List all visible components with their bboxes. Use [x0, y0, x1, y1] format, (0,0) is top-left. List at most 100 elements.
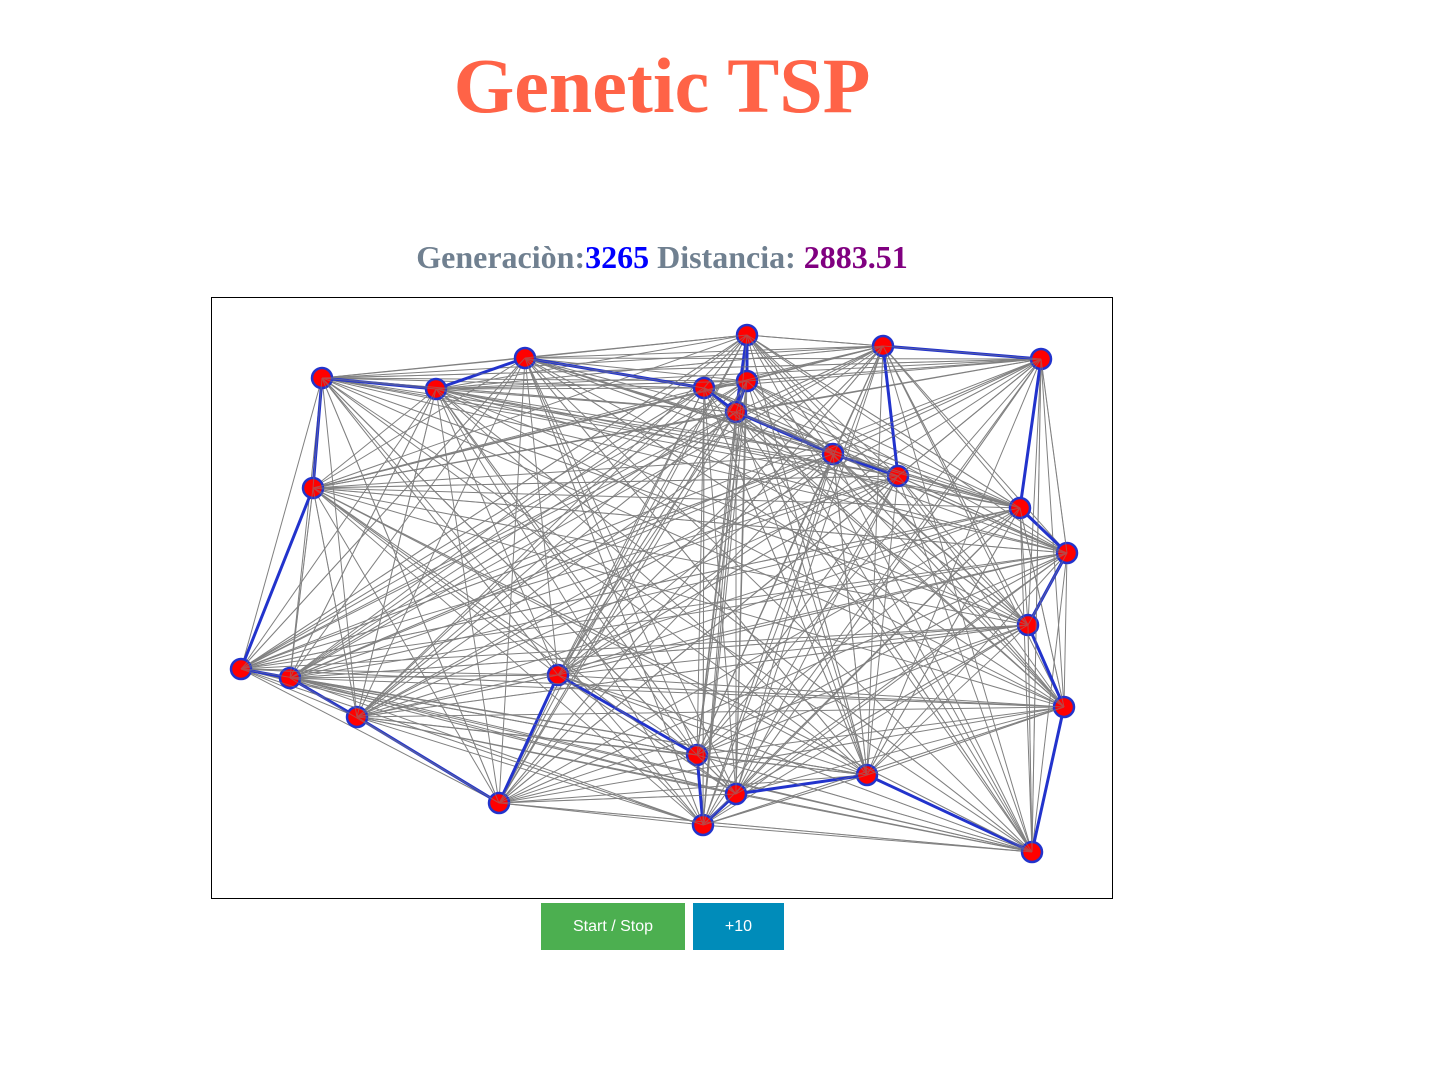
candidate-edge — [356, 380, 748, 718]
candidate-edge — [557, 674, 868, 776]
candidate-edge-overlay — [321, 358, 1042, 379]
candidate-edge-overlay — [832, 453, 1065, 708]
candidate-edge-overlay — [289, 411, 737, 679]
candidate-edge-overlay — [435, 388, 1033, 853]
start-stop-button[interactable]: Start / Stop — [541, 903, 685, 950]
candidate-edge — [312, 487, 1029, 626]
candidate-edge — [735, 793, 1033, 853]
candidate-edge — [289, 387, 705, 679]
candidate-edge-overlay — [498, 793, 737, 804]
candidate-edge — [735, 706, 1065, 795]
candidate-edge-overlay — [897, 358, 1042, 477]
candidate-edge — [696, 507, 1021, 756]
candidate-edge — [735, 411, 1021, 509]
candidate-edge — [356, 706, 1065, 718]
candidate-edge — [557, 674, 704, 826]
candidate-edge-overlay — [557, 674, 737, 795]
tsp-graph — [229, 323, 1079, 864]
candidate-edge — [557, 674, 1065, 708]
candidate-edge-overlay — [240, 668, 868, 776]
candidate-edge — [356, 387, 705, 718]
candidate-edge-overlay — [289, 487, 314, 679]
candidate-edge-overlay — [356, 716, 698, 756]
candidate-edge — [897, 475, 1065, 708]
candidate-edge — [321, 377, 1065, 708]
candidate-edge — [746, 380, 899, 477]
candidate-edge-overlay — [866, 507, 1021, 776]
candidate-edge — [240, 624, 1029, 670]
generation-label: Generaciòn: — [416, 239, 586, 275]
candidate-edge-overlay — [240, 668, 1065, 708]
candidate-edge — [312, 411, 737, 489]
candidate-edge-overlay — [557, 380, 748, 676]
candidate-edge — [289, 677, 1065, 708]
candidate-edge — [696, 624, 1029, 756]
candidate-edge-overlay — [1019, 507, 1065, 708]
candidate-edge — [240, 377, 323, 670]
candidate-edge-overlay — [312, 377, 323, 489]
candidate-edge — [866, 552, 1068, 776]
candidate-edge-overlay — [435, 388, 737, 795]
candidate-edge-overlay — [866, 706, 1065, 776]
candidate-edge — [702, 824, 1033, 853]
candidate-edge-overlay — [746, 334, 1065, 708]
candidate-edge — [312, 388, 437, 489]
candidate-edge — [524, 357, 1033, 853]
candidate-edge-overlay — [240, 334, 748, 670]
cities — [229, 323, 1079, 864]
candidate-edge-overlay — [746, 334, 834, 455]
candidate-edge — [289, 475, 899, 679]
candidate-edge — [289, 380, 748, 679]
candidate-edge-overlay — [356, 388, 437, 718]
candidate-edge-overlay — [524, 357, 1021, 509]
candidate-edge — [356, 716, 704, 826]
candidate-edge-overlay — [312, 380, 748, 489]
candidate-edge — [321, 377, 358, 718]
candidate-edge-overlay — [1040, 358, 1068, 554]
candidate-edge — [746, 380, 1033, 853]
candidate-edge — [882, 345, 1065, 708]
candidate-edge-overlay — [356, 624, 1029, 718]
candidate-edge-overlay — [882, 345, 1029, 626]
candidate-edge — [524, 357, 737, 413]
candidate-edge-overlay — [746, 358, 1042, 382]
candidate-edge — [240, 411, 737, 670]
candidate-edge-overlay — [557, 674, 1033, 853]
candidate-edge-overlay — [312, 487, 737, 795]
candidate-edge — [524, 357, 559, 676]
candidate-edge-overlay — [312, 487, 1033, 853]
candidate-edge-overlay — [1031, 358, 1042, 853]
candidate-edge — [832, 358, 1042, 455]
candidate-edge — [312, 453, 834, 489]
candidate-edge — [703, 387, 1033, 853]
candidate-edge — [435, 388, 704, 826]
candidate-edge-overlay — [240, 357, 526, 670]
candidate-edge-overlay — [735, 345, 884, 413]
distance-label: Distancia: — [657, 239, 796, 275]
candidate-edge-overlay — [696, 475, 899, 756]
candidate-edge — [498, 754, 698, 804]
candidate-edge-overlay — [696, 380, 748, 756]
candidate-edge-overlay — [498, 802, 1033, 853]
candidate-edge-overlay — [289, 624, 1029, 679]
candidate-edge-overlay — [557, 345, 884, 676]
candidate-edge-overlay — [498, 552, 1068, 804]
tsp-canvas — [211, 297, 1113, 899]
candidate-edge-overlay — [524, 357, 868, 776]
candidate-edge-overlay — [435, 380, 748, 390]
candidate-edge-overlay — [498, 345, 884, 804]
candidate-edge — [289, 552, 1068, 679]
candidate-edge-overlay — [703, 387, 1065, 708]
candidate-edge-overlay — [735, 411, 1033, 853]
candidate-edge — [240, 358, 1042, 670]
candidate-edge — [702, 380, 748, 826]
candidate-edge — [498, 453, 834, 804]
candidate-edge-overlay — [735, 411, 1068, 554]
candidate-edge-overlay — [289, 674, 559, 679]
candidate-edge — [746, 380, 1021, 509]
candidate-edge-overlay — [557, 475, 899, 676]
candidate-edge-overlay — [696, 754, 737, 795]
candidate-edge — [240, 668, 358, 718]
plus-ten-button[interactable]: +10 — [693, 903, 784, 950]
candidate-edge-overlay — [1027, 624, 1033, 853]
